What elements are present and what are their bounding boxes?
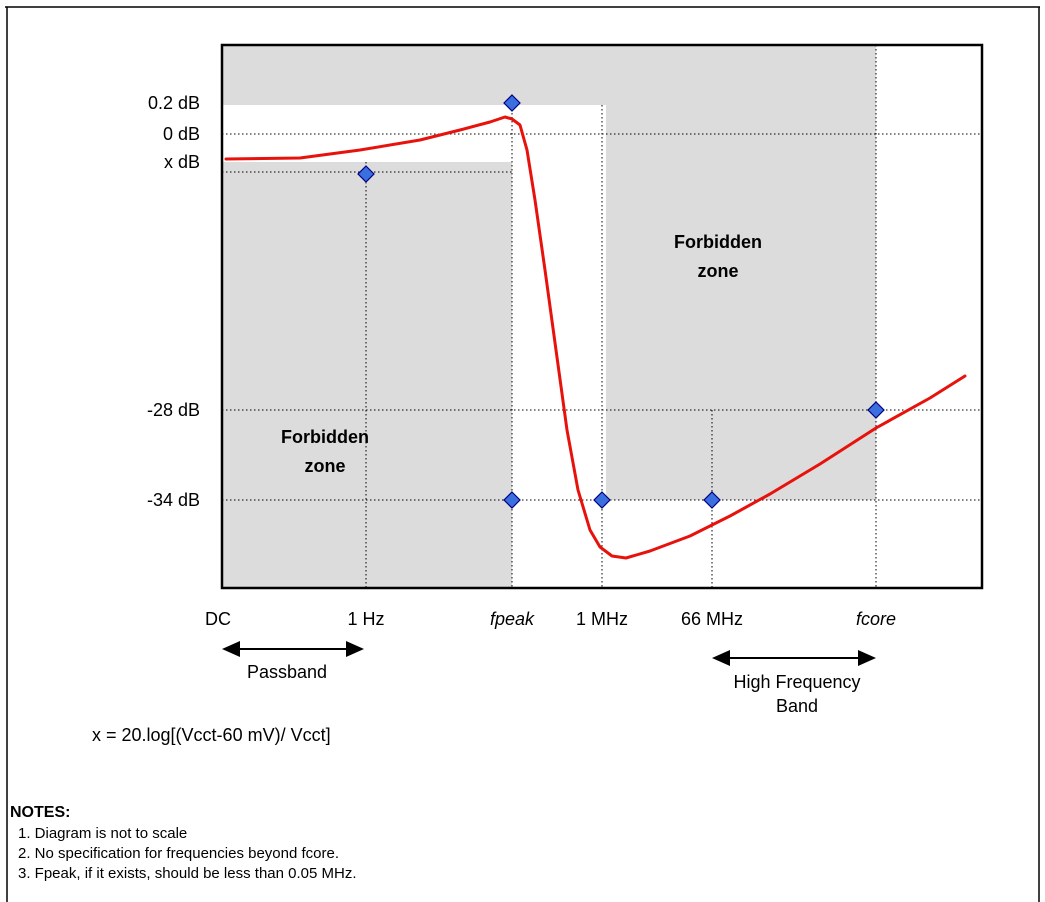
spec-point-marker <box>867 401 885 419</box>
passband-arrow <box>222 641 364 657</box>
forbidden-zone-upper-right <box>222 45 876 500</box>
x-axis-tick-labels: DC 1 Hz fpeak 1 MHz 66 MHz fcore <box>205 609 896 629</box>
y-tick-label: -34 dB <box>147 490 200 510</box>
spec-point-marker <box>503 491 521 509</box>
x-definition-formula: x = 20.log[(Vcct-60 mV)/ Vcct] <box>92 725 331 745</box>
zone-label-lower-line1: Forbidden <box>281 427 369 447</box>
y-tick-label: 0.2 dB <box>148 93 200 113</box>
zone-label-lower-line2: zone <box>304 456 345 476</box>
x-tick-label: fpeak <box>490 609 535 629</box>
zone-label-upper-line2: zone <box>697 261 738 281</box>
passband-label: Passband <box>247 662 327 682</box>
plot-border <box>220 43 984 590</box>
high-frequency-band-label-line1: High Frequency <box>733 672 860 692</box>
spec-point-marker <box>357 165 375 183</box>
spec-point-markers <box>357 94 885 509</box>
y-tick-label: 0 dB <box>163 124 200 144</box>
forbidden-zone-lower-left <box>222 162 512 588</box>
y-tick-label: -28 dB <box>147 400 200 420</box>
notes-title: NOTES: <box>10 804 71 821</box>
x-tick-label: 1 MHz <box>576 609 628 629</box>
y-axis-tick-labels: 0.2 dB 0 dB x dB -28 dB -34 dB <box>147 93 200 510</box>
spec-point-marker <box>593 491 611 509</box>
spec-point-marker <box>703 491 721 509</box>
note-item: 2. No specification for frequencies beyo… <box>18 845 340 862</box>
x-tick-label: DC <box>205 609 231 629</box>
x-tick-label: 66 MHz <box>681 609 743 629</box>
x-tick-label: 1 Hz <box>347 609 384 629</box>
note-item: 3. Fpeak, if it exists, should be less t… <box>18 865 357 882</box>
zone-label-upper-line1: Forbidden <box>674 232 762 252</box>
response-curve <box>224 115 967 560</box>
x-tick-label: fcore <box>856 609 896 629</box>
high-frequency-band-arrow <box>712 650 876 666</box>
spec-point-marker <box>503 94 521 112</box>
high-frequency-band-label-line2: Band <box>776 696 818 716</box>
y-tick-label: x dB <box>164 152 200 172</box>
note-item: 1. Diagram is not to scale <box>18 825 188 842</box>
